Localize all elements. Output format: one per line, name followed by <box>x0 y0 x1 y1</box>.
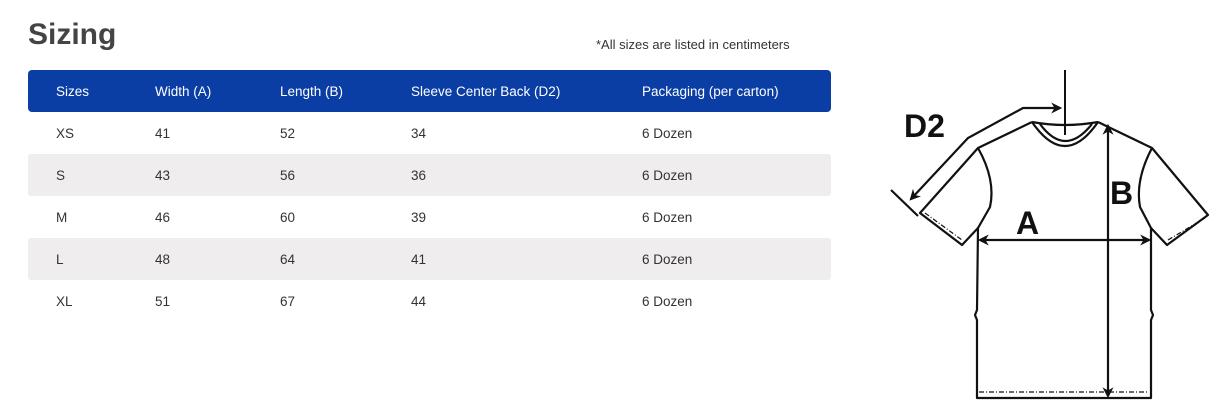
table-row: L 48 64 41 6 Dozen <box>28 238 831 280</box>
stitch-lines <box>924 212 1206 393</box>
column-header: Sizes <box>56 84 90 99</box>
cell: M <box>56 210 68 225</box>
table-row: XS 41 52 34 6 Dozen <box>28 112 831 154</box>
table-header: Sizes Width (A) Length (B) Sleeve Center… <box>28 70 831 112</box>
cell: 60 <box>280 210 296 225</box>
cell: 39 <box>411 210 427 225</box>
cell: 56 <box>280 168 296 183</box>
table-row: M 46 60 39 6 Dozen <box>28 196 831 238</box>
cell: 51 <box>155 294 171 309</box>
cell: 48 <box>155 252 171 267</box>
cell: 6 Dozen <box>642 126 693 141</box>
column-header: Packaging (per carton) <box>642 84 779 99</box>
b-label: B <box>1110 175 1133 211</box>
cell: XL <box>56 294 73 309</box>
cell: 41 <box>155 126 171 141</box>
cell: 6 Dozen <box>642 252 693 267</box>
cell: L <box>56 252 64 267</box>
cell: S <box>56 168 66 183</box>
a-label: A <box>1016 205 1039 241</box>
cell: 41 <box>411 252 427 267</box>
column-header: Width (A) <box>155 84 212 99</box>
d2-tick <box>890 189 919 217</box>
cell: 43 <box>155 168 171 183</box>
cell: 6 Dozen <box>642 294 693 309</box>
cell: XS <box>56 126 75 141</box>
column-header: Length (B) <box>280 84 344 99</box>
cell: 67 <box>280 294 296 309</box>
cell: 6 Dozen <box>642 210 693 225</box>
cell: 36 <box>411 168 427 183</box>
cell: 46 <box>155 210 171 225</box>
tshirt-outline <box>918 120 1210 400</box>
table-row: S 43 56 36 6 Dozen <box>28 154 831 196</box>
cell: 6 Dozen <box>642 168 693 183</box>
cell: 34 <box>411 126 427 141</box>
cell: 52 <box>280 126 296 141</box>
d2-label: D2 <box>904 108 945 144</box>
d2-arrow <box>909 102 1063 201</box>
column-header: Sleeve Center Back (D2) <box>411 84 561 99</box>
cell: 44 <box>411 294 427 309</box>
units-note: *All sizes are listed in centimeters <box>596 37 790 52</box>
cell: 64 <box>280 252 296 267</box>
page-title: Sizing <box>28 18 117 51</box>
sizing-table: Sizes Width (A) Length (B) Sleeve Center… <box>28 70 831 322</box>
table-row: XL 51 67 44 6 Dozen <box>28 280 831 322</box>
